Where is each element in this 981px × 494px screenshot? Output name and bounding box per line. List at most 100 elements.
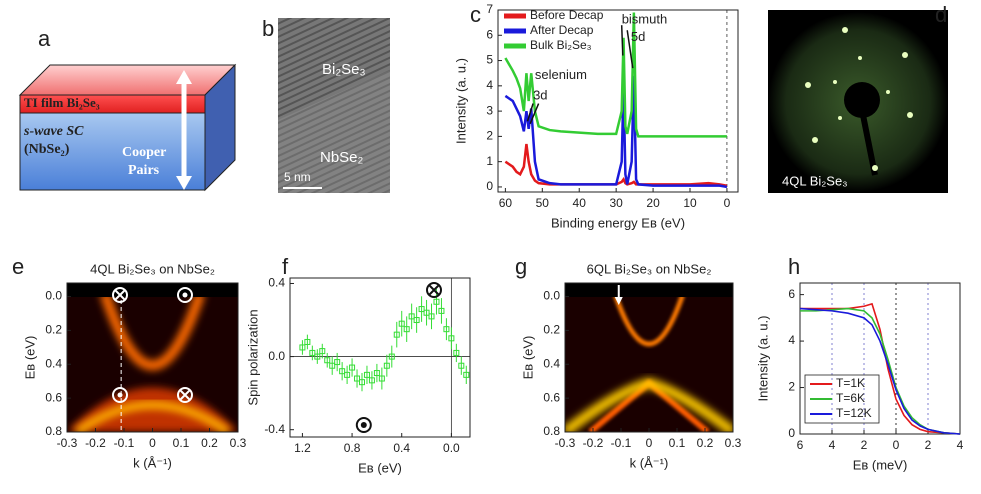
y-axis-label: Intensity (a. u.): [453, 58, 468, 144]
legend-label: T=1K: [836, 376, 865, 390]
band: [613, 294, 685, 347]
spin-symbol: [426, 282, 442, 298]
heatmap: [67, 283, 238, 432]
x-tick-label: 0: [149, 436, 156, 450]
y-tick-label: 7: [486, 2, 493, 16]
x-tick-label: 4: [829, 438, 836, 452]
y-tick-label: 0.2: [45, 323, 62, 337]
point: [388, 353, 395, 360]
label: (NbSe₂): [24, 142, 70, 157]
x-axis-label: k (Å⁻¹): [630, 455, 669, 470]
y-tick-label: 3: [486, 103, 493, 117]
spin-dot: [360, 422, 367, 428]
point: [428, 313, 435, 320]
x-tick-label: -0.3: [555, 436, 576, 450]
annotation: bismuth: [622, 12, 668, 27]
point: [463, 371, 470, 378]
panel-letter: e: [12, 254, 24, 279]
x-tick-label: -0.3: [57, 436, 78, 450]
point: [349, 364, 356, 371]
x-tick-label: 0.4: [393, 441, 410, 455]
label: Bi₂Se₃: [322, 61, 366, 78]
point: [363, 371, 370, 378]
point: [443, 326, 450, 333]
x-axis-label: Eʙ (meV): [853, 457, 908, 472]
label: Pairs: [128, 163, 160, 178]
point: [368, 377, 375, 384]
legend-box: [804, 374, 880, 424]
x-tick-label: 6: [797, 438, 804, 452]
top-face: [18, 64, 237, 96]
point: [304, 338, 311, 345]
annotation: 5d: [631, 29, 645, 44]
arrow: [529, 103, 540, 125]
x-tick-label: 0.0: [443, 441, 460, 455]
annotation: 3d: [533, 87, 547, 102]
series-line: [504, 75, 728, 189]
point: [453, 349, 460, 356]
x-axis-label: Binding energy Eʙ (eV): [551, 215, 685, 230]
y-tick-label: 2: [788, 380, 795, 394]
spin-symbol: [355, 417, 372, 433]
spin-cross: [428, 284, 440, 296]
panel-g: g -0.3 -0.2 -0.1 0 0.1 0.2 0.3 0.0 0.2 0.4 0.6 0.8 k …: [515, 254, 742, 471]
label: 4QL Bi₂Se₃: [782, 173, 848, 188]
y-axis-label: Spin polarization: [245, 309, 260, 405]
point: [393, 331, 400, 338]
point: [383, 362, 390, 369]
chart-title: 4QL Bi₂Se₃ on NbSe₂: [90, 261, 215, 276]
legend-label: Bulk Bi₂Se₃: [530, 38, 592, 52]
x-tick-label: 2: [925, 438, 932, 452]
point: [398, 320, 405, 327]
y-tick-label: 0.4: [543, 356, 560, 370]
label: NbSe₂: [320, 149, 364, 166]
x-tick-label: 0.2: [697, 436, 714, 450]
spin-dot: [117, 392, 123, 398]
panel-letter: b: [262, 16, 274, 41]
x-tick-label: 40: [573, 196, 587, 210]
point: [418, 306, 425, 313]
x-tick-label: -0.2: [85, 436, 106, 450]
side-face: [204, 63, 236, 192]
y-tick-label: 6: [486, 27, 493, 41]
y-tick-label: 0.8: [45, 424, 62, 438]
y-tick-label: 6: [788, 287, 795, 301]
point: [438, 307, 445, 314]
point: [339, 368, 346, 375]
arrow-head: [614, 297, 623, 305]
point: [334, 359, 341, 366]
point: [413, 317, 420, 324]
label: 5 nm: [284, 170, 311, 184]
x-tick-label: 4: [957, 438, 964, 452]
y-tick-label: 4: [486, 78, 493, 92]
x-axis-label: k (Å⁻¹): [133, 455, 172, 470]
panel-d: d 4QL Bi₂Se₃: [768, 2, 948, 193]
gun: [844, 82, 880, 118]
point: [309, 349, 316, 356]
spin-symbol: [112, 287, 129, 303]
x-tick-label: 0: [646, 436, 653, 450]
point: [359, 379, 365, 386]
band: [67, 387, 238, 432]
spin-cross: [114, 289, 126, 301]
tem-image: [278, 18, 390, 193]
sc-front: [19, 112, 206, 191]
arrow-head: [176, 176, 192, 190]
panel-h: h 6 4 2 0 2 4 0 2 4 6 Eʙ (meV) Intensity (a. u.) T=1K…: [755, 254, 963, 473]
y-tick-label: 1: [486, 154, 493, 168]
spin-cross: [179, 389, 191, 401]
arrow: [626, 30, 634, 69]
y-tick-label: 2: [486, 129, 493, 143]
y-tick-label: 0.0: [45, 289, 62, 303]
point: [448, 335, 455, 342]
y-tick-label: 0.6: [543, 390, 560, 404]
x-tick-label: 20: [646, 196, 660, 210]
point: [314, 353, 321, 360]
label: s-wave SC: [23, 124, 84, 139]
panel-b: b Bi₂Se₃ NbSe₂ 5 nm: [262, 16, 390, 193]
top-dark: [565, 283, 733, 297]
y-tick-label: 0.8: [543, 424, 560, 438]
spin-symbol: [176, 287, 193, 303]
band: [74, 401, 231, 432]
panel-letter: g: [515, 254, 527, 279]
